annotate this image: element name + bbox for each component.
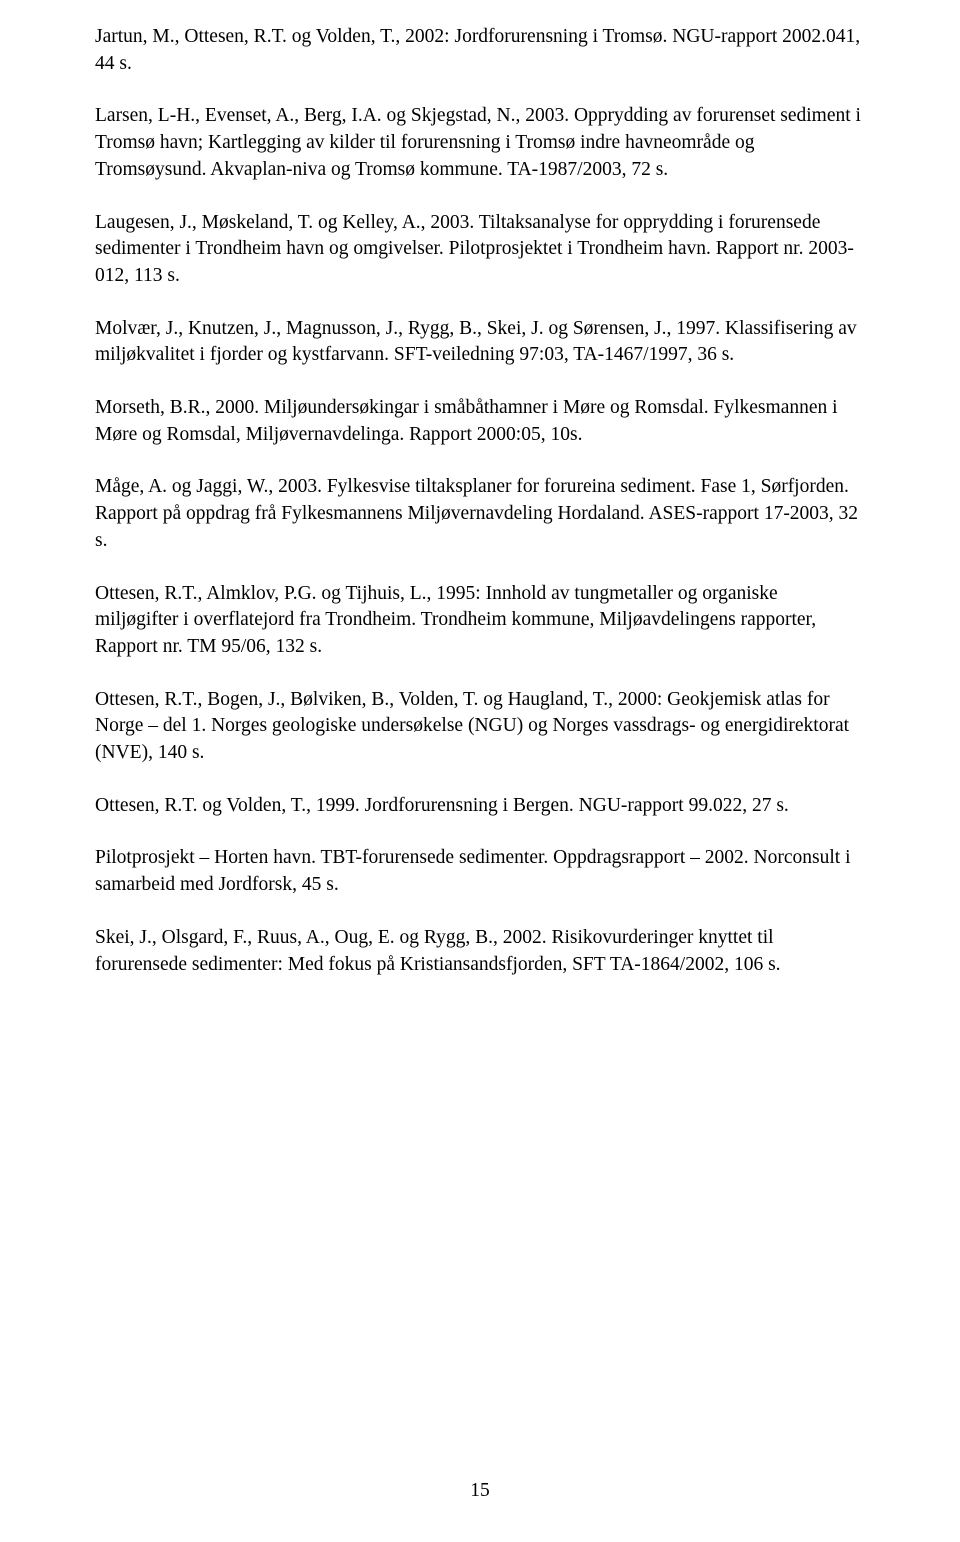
reference-entry: Ottesen, R.T., Bogen, J., Bølviken, B., … — [95, 687, 865, 767]
reference-entry: Molvær, J., Knutzen, J., Magnusson, J., … — [95, 316, 865, 369]
reference-entry: Morseth, B.R., 2000. Miljøundersøkingar … — [95, 395, 865, 448]
reference-entry: Jartun, M., Ottesen, R.T. og Volden, T.,… — [95, 24, 865, 77]
reference-entry: Larsen, L-H., Evenset, A., Berg, I.A. og… — [95, 103, 865, 183]
page-number: 15 — [0, 1480, 960, 1502]
reference-entry: Ottesen, R.T., Almklov, P.G. og Tijhuis,… — [95, 581, 865, 661]
document-page: Jartun, M., Ottesen, R.T. og Volden, T.,… — [0, 0, 960, 1542]
reference-entry: Skei, J., Olsgard, F., Ruus, A., Oug, E.… — [95, 925, 865, 978]
reference-entry: Måge, A. og Jaggi, W., 2003. Fylkesvise … — [95, 474, 865, 554]
reference-entry: Laugesen, J., Møskeland, T. og Kelley, A… — [95, 210, 865, 290]
reference-entry: Pilotprosjekt – Horten havn. TBT-foruren… — [95, 845, 865, 898]
reference-entry: Ottesen, R.T. og Volden, T., 1999. Jordf… — [95, 793, 865, 820]
